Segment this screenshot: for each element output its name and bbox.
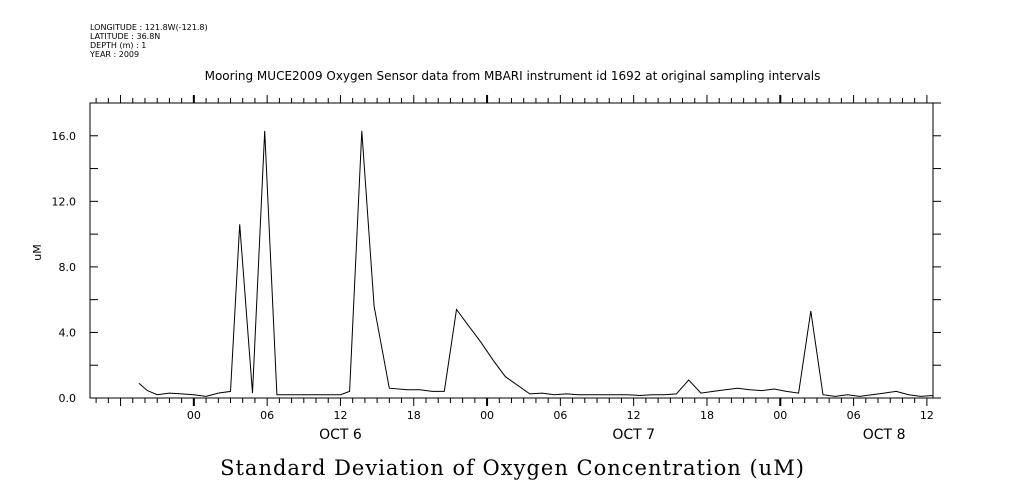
x-tick-label: 06 — [260, 409, 274, 422]
x-tick-label: 12 — [920, 409, 934, 422]
x-tick-label: 00 — [480, 409, 494, 422]
y-axis-label: uM — [31, 244, 44, 260]
chart-title: Mooring MUCE2009 Oxygen Sensor data from… — [205, 69, 821, 83]
metadata-line: LATITUDE : 36.8N — [90, 32, 160, 41]
x-tick-label: 12 — [627, 409, 641, 422]
x-tick-label: 12 — [333, 409, 347, 422]
day-label: OCT 8 — [863, 427, 906, 443]
dataset-metadata: LONGITUDE : 121.8W(-121.8)LATITUDE : 36.… — [89, 23, 208, 59]
day-label: OCT 6 — [319, 427, 362, 443]
x-tick-label: 18 — [700, 409, 714, 422]
axis-tick-labels: 00 06 12 18 00 06 12 18 00 06 12 OCT 6 OCT 7 OCT 8 0.0… — [52, 130, 934, 443]
day-label: OCT 7 — [612, 427, 655, 443]
x-axis-label: Standard Deviation of Oxygen Concentrati… — [220, 456, 805, 480]
plot-frame — [89, 102, 934, 399]
metadata-line: DEPTH (m) : 1 — [90, 41, 146, 50]
axis-ticks — [90, 95, 941, 406]
metadata-line: YEAR : 2009 — [89, 50, 139, 59]
y-tick-label: 16.0 — [52, 130, 77, 143]
metadata-line: LONGITUDE : 121.8W(-121.8) — [90, 23, 208, 32]
x-tick-label: 06 — [847, 409, 861, 422]
series-line — [138, 130, 934, 397]
y-tick-label: 8.0 — [59, 261, 77, 274]
x-tick-label: 06 — [553, 409, 567, 422]
x-tick-label: 00 — [773, 409, 787, 422]
y-tick-label: 12.0 — [52, 195, 77, 208]
x-tick-label: 00 — [187, 409, 201, 422]
y-tick-label: 0.0 — [59, 392, 77, 405]
y-tick-label: 4.0 — [59, 326, 77, 339]
x-tick-label: 18 — [407, 409, 421, 422]
